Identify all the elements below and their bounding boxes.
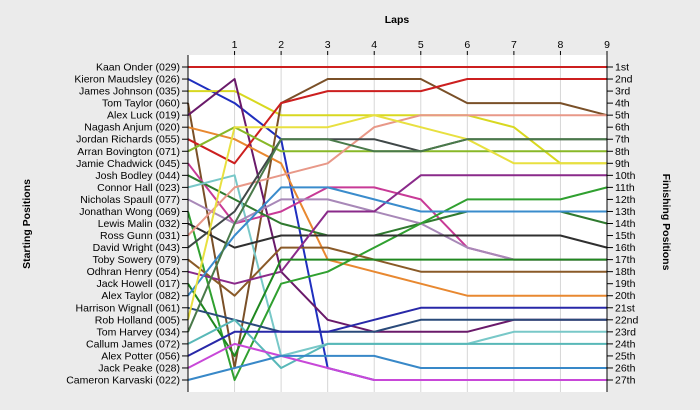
lap-tick-6: 6 (464, 39, 470, 51)
series-line-27 (187, 354, 607, 381)
series-line-20 (187, 186, 607, 297)
start-label-21: Harrison Wignall (061) (76, 302, 180, 314)
finish-label-5: 5th (615, 110, 630, 122)
series-layer (187, 66, 608, 381)
finish-label-27: 27th (615, 375, 636, 387)
start-label-26: Jack Peake (028) (98, 362, 180, 374)
series-line-7 (187, 78, 607, 165)
series-line-23 (187, 138, 607, 333)
start-label-20: Alex Taylor (082) (101, 290, 180, 302)
finish-label-3: 3rd (615, 86, 630, 98)
finish-label-20: 20th (615, 290, 636, 302)
lap-tick-labels: 1 2 3 4 5 6 7 8 9 (232, 39, 610, 55)
series-line-3 (188, 90, 607, 165)
start-label-2: Kieron Maudsley (026) (74, 74, 180, 86)
start-label-6: Nagash Anjum (020) (84, 122, 180, 134)
series-line-24 (187, 318, 607, 369)
finish-label-10: 10th (615, 170, 636, 182)
series-line-25 (187, 306, 607, 357)
series-line-21 (187, 306, 607, 333)
finish-label-14: 14th (615, 218, 636, 230)
start-label-10: Josh Bodley (044) (95, 170, 180, 182)
start-label-15: Ross Gunn (031) (100, 230, 180, 242)
series-line-4 (187, 78, 608, 369)
finish-label-18: 18th (615, 266, 636, 278)
lap-tick-7: 7 (511, 39, 517, 51)
start-label-22: Rob Holland (005) (95, 314, 180, 326)
finish-label-4: 4th (615, 98, 630, 110)
start-label-25: Alex Potter (056) (101, 350, 180, 362)
finish-label-12: 12th (615, 194, 636, 206)
start-label-18: Odhran Henry (054) (87, 266, 180, 278)
finish-label-15: 15th (615, 230, 636, 242)
series-line-19 (187, 258, 607, 357)
lap-tick-4: 4 (371, 39, 377, 51)
finish-label-1: 1st (615, 62, 629, 74)
start-label-5: Alex Luck (019) (107, 110, 180, 122)
lap-tick-9: 9 (604, 39, 610, 51)
series-line-22 (187, 114, 607, 321)
finish-label-2: 2nd (615, 74, 633, 86)
start-label-27: Cameron Karvaski (022) (66, 375, 180, 387)
start-label-19: Jack Howell (017) (97, 278, 180, 290)
series-line-14 (187, 222, 608, 249)
start-label-3: James Johnson (035) (79, 86, 180, 98)
finish-label-9: 9th (615, 158, 630, 170)
finish-label-8: 8th (615, 146, 630, 158)
finish-label-21: 21st (615, 302, 635, 314)
finish-label-19: 19th (615, 278, 636, 290)
start-label-1: Kaan Onder (029) (96, 62, 180, 74)
start-label-8: Arran Bovington (071) (77, 146, 180, 158)
start-label-11: Connor Hall (023) (97, 182, 180, 194)
lap-tick-8: 8 (558, 39, 564, 51)
series-line-18 (187, 174, 607, 285)
finish-label-16: 16th (615, 242, 636, 254)
finish-label-11: 11th (615, 182, 635, 194)
plot-area (188, 55, 607, 392)
right-axis-title: Finishing Positions (660, 174, 672, 271)
start-label-23: Tom Harvey (034) (97, 326, 180, 338)
start-label-4: Tom Taylor (060) (102, 98, 180, 110)
left-axis-title: Starting Positions (21, 179, 33, 269)
finish-label-24: 24th (615, 338, 636, 350)
start-label-7: Jordan Richards (055) (76, 134, 180, 146)
start-label-17: Toby Sowery (079) (92, 254, 180, 266)
series-line-17 (187, 246, 607, 297)
lap-tick-5: 5 (418, 39, 424, 51)
start-label-12: Nicholas Spaull (077) (80, 194, 180, 206)
finish-label-17: 17th (615, 254, 636, 266)
start-label-24: Callum James (072) (86, 338, 180, 350)
finish-label-7: 7th (615, 134, 630, 146)
finish-label-23: 23rd (615, 326, 636, 338)
series-line-6 (187, 126, 607, 297)
top-axis-title: Laps (385, 14, 410, 26)
finishing-position-labels: 1st2nd3rd4th5th6th7th8th9th10th11th12th1… (607, 62, 639, 387)
lap-tick-2: 2 (278, 39, 284, 51)
finish-label-26: 26th (615, 362, 636, 374)
lap-tick-3: 3 (325, 39, 331, 51)
finish-label-25: 25th (615, 350, 636, 362)
start-label-16: David Wright (043) (93, 242, 180, 254)
finish-label-13: 13th (615, 206, 636, 218)
start-label-9: Jamie Chadwick (045) (76, 158, 180, 170)
start-label-14: Lewis Malin (032) (98, 218, 180, 230)
finish-label-22: 22nd (615, 314, 639, 326)
lap-tick-1: 1 (232, 39, 238, 51)
series-line-26 (187, 342, 607, 381)
finish-label-6: 6th (615, 122, 630, 134)
starting-position-labels: Kaan Onder (029)Kieron Maudsley (026)Jam… (66, 62, 188, 387)
start-label-13: Jonathan Wong (069) (79, 206, 180, 218)
